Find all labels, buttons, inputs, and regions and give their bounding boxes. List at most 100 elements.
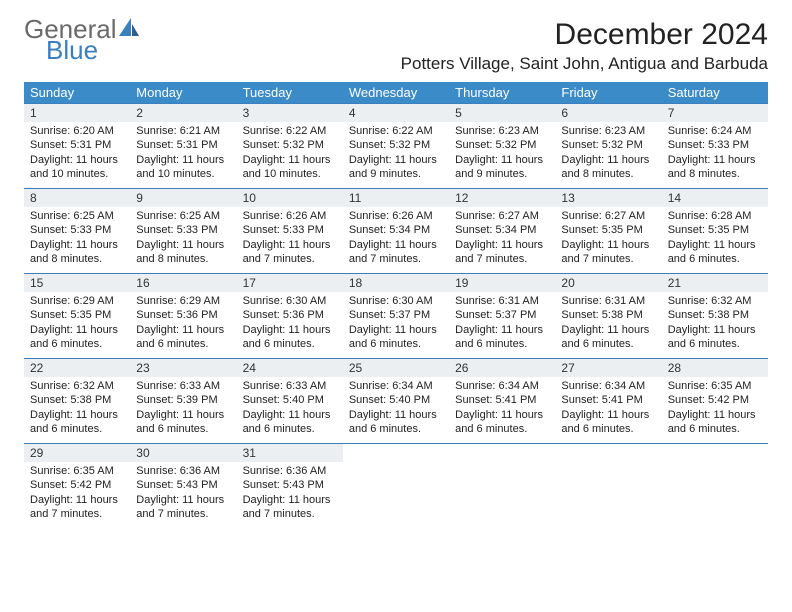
day-cell: 3Sunrise: 6:22 AMSunset: 5:32 PMDaylight…: [237, 104, 343, 188]
sunrise-text: Sunrise: 6:26 AM: [349, 209, 443, 223]
daylight-line1: Daylight: 11 hours: [561, 408, 655, 422]
daylight-line2: and 7 minutes.: [243, 507, 337, 521]
sunrise-text: Sunrise: 6:27 AM: [561, 209, 655, 223]
day-body: Sunrise: 6:34 AMSunset: 5:40 PMDaylight:…: [343, 377, 449, 440]
day-body: Sunrise: 6:27 AMSunset: 5:35 PMDaylight:…: [555, 207, 661, 270]
day-number: 12: [449, 189, 555, 207]
sunset-text: Sunset: 5:32 PM: [455, 138, 549, 152]
day-cell: 12Sunrise: 6:27 AMSunset: 5:34 PMDayligh…: [449, 189, 555, 273]
week-row: 8Sunrise: 6:25 AMSunset: 5:33 PMDaylight…: [24, 188, 768, 273]
daylight-line2: and 6 minutes.: [668, 422, 762, 436]
day-number: 20: [555, 274, 661, 292]
daylight-line1: Daylight: 11 hours: [136, 493, 230, 507]
day-number: 29: [24, 444, 130, 462]
daylight-line1: Daylight: 11 hours: [668, 408, 762, 422]
daylight-line1: Daylight: 11 hours: [455, 153, 549, 167]
day-body: Sunrise: 6:23 AMSunset: 5:32 PMDaylight:…: [449, 122, 555, 185]
sunrise-text: Sunrise: 6:21 AM: [136, 124, 230, 138]
daylight-line1: Daylight: 11 hours: [349, 323, 443, 337]
day-cell: 24Sunrise: 6:33 AMSunset: 5:40 PMDayligh…: [237, 359, 343, 443]
day-cell: 27Sunrise: 6:34 AMSunset: 5:41 PMDayligh…: [555, 359, 661, 443]
sunrise-text: Sunrise: 6:29 AM: [30, 294, 124, 308]
day-cell: 30Sunrise: 6:36 AMSunset: 5:43 PMDayligh…: [130, 444, 236, 528]
daylight-line1: Daylight: 11 hours: [243, 238, 337, 252]
daylight-line2: and 6 minutes.: [136, 422, 230, 436]
sunrise-text: Sunrise: 6:30 AM: [349, 294, 443, 308]
day-body: Sunrise: 6:22 AMSunset: 5:32 PMDaylight:…: [237, 122, 343, 185]
day-body: Sunrise: 6:31 AMSunset: 5:38 PMDaylight:…: [555, 292, 661, 355]
day-number: 21: [662, 274, 768, 292]
day-body: Sunrise: 6:25 AMSunset: 5:33 PMDaylight:…: [24, 207, 130, 270]
daylight-line2: and 8 minutes.: [668, 167, 762, 181]
day-number: 7: [662, 104, 768, 122]
day-number: 3: [237, 104, 343, 122]
sunset-text: Sunset: 5:31 PM: [136, 138, 230, 152]
logo: General Blue: [24, 18, 141, 63]
sunrise-text: Sunrise: 6:25 AM: [136, 209, 230, 223]
daylight-line1: Daylight: 11 hours: [561, 238, 655, 252]
daylight-line2: and 7 minutes.: [455, 252, 549, 266]
day-number: 24: [237, 359, 343, 377]
day-number: 26: [449, 359, 555, 377]
header: General Blue December 2024 Potters Villa…: [24, 18, 768, 80]
day-number: [555, 444, 661, 448]
day-number: 17: [237, 274, 343, 292]
day-number: 28: [662, 359, 768, 377]
daylight-line1: Daylight: 11 hours: [30, 408, 124, 422]
day-cell: 28Sunrise: 6:35 AMSunset: 5:42 PMDayligh…: [662, 359, 768, 443]
sunset-text: Sunset: 5:32 PM: [561, 138, 655, 152]
logo-text: General Blue: [24, 18, 141, 63]
day-body: Sunrise: 6:21 AMSunset: 5:31 PMDaylight:…: [130, 122, 236, 185]
day-body: Sunrise: 6:20 AMSunset: 5:31 PMDaylight:…: [24, 122, 130, 185]
daylight-line1: Daylight: 11 hours: [561, 323, 655, 337]
sunrise-text: Sunrise: 6:30 AM: [243, 294, 337, 308]
daylight-line2: and 6 minutes.: [136, 337, 230, 351]
sunset-text: Sunset: 5:40 PM: [243, 393, 337, 407]
daylight-line2: and 7 minutes.: [136, 507, 230, 521]
day-body: Sunrise: 6:22 AMSunset: 5:32 PMDaylight:…: [343, 122, 449, 185]
sunset-text: Sunset: 5:38 PM: [668, 308, 762, 322]
sunset-text: Sunset: 5:37 PM: [455, 308, 549, 322]
daylight-line1: Daylight: 11 hours: [455, 238, 549, 252]
day-cell: 7Sunrise: 6:24 AMSunset: 5:33 PMDaylight…: [662, 104, 768, 188]
daylight-line2: and 10 minutes.: [136, 167, 230, 181]
sunset-text: Sunset: 5:37 PM: [349, 308, 443, 322]
sunset-text: Sunset: 5:35 PM: [561, 223, 655, 237]
day-number: 27: [555, 359, 661, 377]
daylight-line1: Daylight: 11 hours: [561, 153, 655, 167]
sunrise-text: Sunrise: 6:23 AM: [455, 124, 549, 138]
sunset-text: Sunset: 5:41 PM: [455, 393, 549, 407]
sunset-text: Sunset: 5:31 PM: [30, 138, 124, 152]
sunset-text: Sunset: 5:41 PM: [561, 393, 655, 407]
day-body: Sunrise: 6:36 AMSunset: 5:43 PMDaylight:…: [130, 462, 236, 525]
dow-saturday: Saturday: [662, 82, 768, 103]
sunset-text: Sunset: 5:36 PM: [136, 308, 230, 322]
sunrise-text: Sunrise: 6:22 AM: [243, 124, 337, 138]
sunset-text: Sunset: 5:32 PM: [243, 138, 337, 152]
day-number: 25: [343, 359, 449, 377]
day-body: Sunrise: 6:24 AMSunset: 5:33 PMDaylight:…: [662, 122, 768, 185]
day-number: 6: [555, 104, 661, 122]
day-cell: [662, 444, 768, 528]
day-body: Sunrise: 6:33 AMSunset: 5:40 PMDaylight:…: [237, 377, 343, 440]
day-cell: 19Sunrise: 6:31 AMSunset: 5:37 PMDayligh…: [449, 274, 555, 358]
daylight-line2: and 10 minutes.: [30, 167, 124, 181]
day-body: Sunrise: 6:32 AMSunset: 5:38 PMDaylight:…: [662, 292, 768, 355]
daylight-line2: and 8 minutes.: [561, 167, 655, 181]
day-number: 11: [343, 189, 449, 207]
daylight-line1: Daylight: 11 hours: [455, 323, 549, 337]
day-body: Sunrise: 6:30 AMSunset: 5:36 PMDaylight:…: [237, 292, 343, 355]
day-cell: 1Sunrise: 6:20 AMSunset: 5:31 PMDaylight…: [24, 104, 130, 188]
dow-thursday: Thursday: [449, 82, 555, 103]
day-cell: [449, 444, 555, 528]
title-block: December 2024 Potters Village, Saint Joh…: [401, 18, 768, 80]
day-of-week-header: Sunday Monday Tuesday Wednesday Thursday…: [24, 82, 768, 103]
day-number: 23: [130, 359, 236, 377]
day-cell: 29Sunrise: 6:35 AMSunset: 5:42 PMDayligh…: [24, 444, 130, 528]
day-body: Sunrise: 6:32 AMSunset: 5:38 PMDaylight:…: [24, 377, 130, 440]
page-subtitle: Potters Village, Saint John, Antigua and…: [401, 54, 768, 74]
daylight-line1: Daylight: 11 hours: [30, 493, 124, 507]
day-body: Sunrise: 6:36 AMSunset: 5:43 PMDaylight:…: [237, 462, 343, 525]
daylight-line2: and 6 minutes.: [455, 337, 549, 351]
day-body: Sunrise: 6:26 AMSunset: 5:33 PMDaylight:…: [237, 207, 343, 270]
